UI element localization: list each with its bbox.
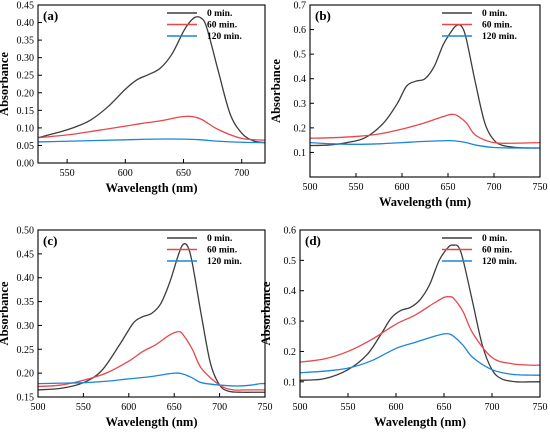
x-tick-label: 700 bbox=[487, 182, 502, 193]
series-line-60-min bbox=[300, 296, 540, 366]
panel-label: (d) bbox=[305, 233, 321, 248]
y-tick-label: 0.2 bbox=[294, 123, 307, 134]
x-tick-label: 550 bbox=[76, 402, 91, 413]
series-line-120-min bbox=[38, 372, 265, 387]
y-tick-label: 0.45 bbox=[17, 1, 35, 12]
legend-label: 60 min. bbox=[482, 21, 512, 31]
legend-label: 0 min. bbox=[207, 9, 232, 19]
x-tick-label: 750 bbox=[258, 402, 273, 413]
x-tick-label: 600 bbox=[118, 168, 133, 179]
x-tick-label: 700 bbox=[212, 402, 227, 413]
plot-frame bbox=[309, 4, 541, 178]
y-tick-label: 0.15 bbox=[17, 106, 35, 117]
y-tick-label: 0.15 bbox=[17, 393, 35, 404]
x-tick-label: 550 bbox=[60, 168, 75, 179]
legend-label: 60 min. bbox=[207, 246, 237, 256]
plot-frame bbox=[37, 4, 266, 164]
y-tick-label: 0.7 bbox=[294, 1, 307, 12]
x-tick-label: 550 bbox=[349, 182, 364, 193]
x-tick-label: 650 bbox=[437, 402, 452, 413]
y-tick-label: 0.3 bbox=[284, 317, 297, 328]
series-line-120-min bbox=[300, 332, 540, 376]
legend-label: 60 min. bbox=[482, 246, 512, 256]
legend-label: 120 min. bbox=[482, 257, 517, 267]
legend-label: 120 min. bbox=[207, 257, 242, 267]
y-tick-label: 0.40 bbox=[17, 18, 35, 29]
series-line-0-min bbox=[38, 16, 265, 144]
series-line-60-min bbox=[310, 113, 540, 144]
y-tick-label: 0.2 bbox=[284, 347, 297, 358]
x-tick-label: 750 bbox=[533, 182, 548, 193]
x-tick-label: 650 bbox=[176, 168, 191, 179]
y-tick-label: 0.05 bbox=[17, 141, 35, 152]
x-tick-label: 700 bbox=[234, 168, 249, 179]
series-line-120-min bbox=[38, 138, 265, 144]
y-axis-label: Absorbance bbox=[0, 281, 11, 345]
legend-label: 0 min. bbox=[482, 9, 507, 19]
legend-label: 60 min. bbox=[207, 21, 237, 31]
y-tick-label: 0.00 bbox=[17, 159, 35, 170]
x-axis-label: Wavelength (nm) bbox=[379, 195, 471, 209]
y-tick-label: 0.35 bbox=[17, 297, 35, 308]
y-tick-label: 0.30 bbox=[17, 53, 35, 64]
series-line-0-min bbox=[300, 244, 540, 383]
y-tick-label: 0.5 bbox=[294, 50, 307, 61]
y-tick-label: 0.1 bbox=[284, 377, 297, 388]
panel-label: (a) bbox=[43, 8, 58, 23]
panel-label: (c) bbox=[43, 233, 57, 248]
x-axis-label: Wavelength (nm) bbox=[105, 415, 197, 429]
panel-label: (b) bbox=[315, 8, 331, 23]
y-tick-label: 0.50 bbox=[17, 226, 35, 237]
x-tick-label: 600 bbox=[121, 402, 136, 413]
y-tick-label: 0.40 bbox=[17, 273, 35, 284]
y-tick-label: 0.3 bbox=[294, 99, 307, 110]
x-axis-label: Wavelength (nm) bbox=[374, 415, 466, 429]
y-axis-label: Absorbance bbox=[269, 59, 283, 123]
x-tick-label: 550 bbox=[341, 402, 356, 413]
y-tick-label: 0.45 bbox=[17, 249, 35, 260]
x-tick-label: 500 bbox=[31, 402, 46, 413]
y-tick-label: 0.25 bbox=[17, 345, 35, 356]
x-tick-label: 500 bbox=[293, 402, 308, 413]
plot-frame bbox=[37, 229, 266, 398]
x-tick-label: 700 bbox=[485, 402, 500, 413]
x-tick-label: 650 bbox=[167, 402, 182, 413]
series-line-0-min bbox=[38, 243, 265, 393]
legend-label: 120 min. bbox=[207, 32, 242, 42]
y-tick-label: 0.35 bbox=[17, 36, 35, 47]
y-tick-label: 0.6 bbox=[294, 25, 307, 36]
y-tick-label: 0.20 bbox=[17, 369, 35, 380]
series-line-60-min bbox=[38, 330, 265, 391]
x-tick-label: 750 bbox=[533, 402, 548, 413]
x-axis-label: Wavelength (nm) bbox=[105, 181, 197, 195]
y-tick-label: 0.1 bbox=[294, 148, 307, 159]
x-tick-label: 600 bbox=[395, 182, 410, 193]
legend-label: 0 min. bbox=[482, 234, 507, 244]
x-tick-label: 500 bbox=[303, 182, 318, 193]
series-line-60-min bbox=[38, 115, 265, 141]
y-tick-label: 0.6 bbox=[284, 226, 297, 237]
y-tick-label: 0.30 bbox=[17, 321, 35, 332]
x-tick-label: 600 bbox=[389, 402, 404, 413]
legend-label: 120 min. bbox=[482, 32, 517, 42]
y-tick-label: 0.25 bbox=[17, 71, 35, 82]
y-axis-label: Absorbance bbox=[259, 281, 273, 345]
y-tick-label: 0.4 bbox=[294, 74, 307, 85]
legend-label: 0 min. bbox=[207, 234, 232, 244]
y-axis-label: Absorbance bbox=[0, 52, 11, 116]
x-tick-label: 650 bbox=[441, 182, 456, 193]
y-tick-label: 0.20 bbox=[17, 88, 35, 99]
y-tick-label: 0.5 bbox=[284, 256, 297, 267]
y-tick-label: 0.10 bbox=[17, 123, 35, 134]
y-tick-label: 0.4 bbox=[284, 286, 297, 297]
series-line-120-min bbox=[310, 139, 540, 149]
plot-frame bbox=[299, 229, 541, 398]
